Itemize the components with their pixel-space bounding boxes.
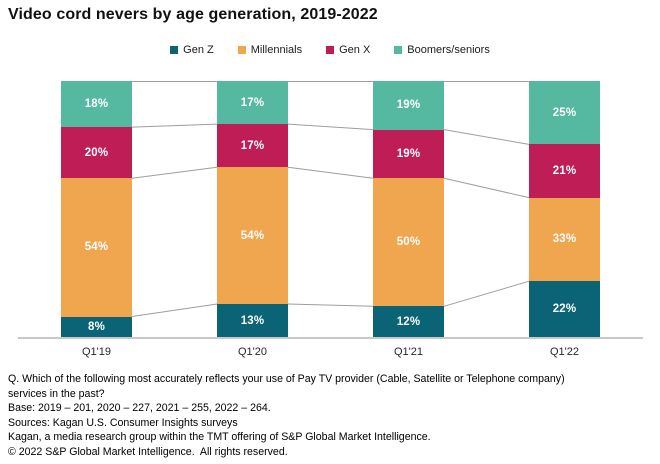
bar-segment-boomers-seniors-q1-19: 18% [61, 81, 132, 128]
gen-x-swatch-icon [326, 46, 335, 54]
legend-item-boomers-seniors: Boomers/seniors [394, 44, 490, 56]
bar-segment-millennials-q1-19: 54% [61, 178, 132, 317]
bar-segment-gen-x-q1-20: 17% [217, 124, 288, 168]
bar-segment-gen-z-q1-22: 22% [529, 281, 600, 337]
segment-value-label: 22% [552, 303, 577, 316]
survey-question-text-cont: services in the past? [8, 387, 105, 400]
bar-segment-gen-z-q1-21: 12% [373, 306, 444, 337]
gen-z-swatch-icon [170, 46, 179, 54]
chart-title: Video cord nevers by age generation, 201… [8, 6, 378, 23]
bar-segment-boomers-seniors-q1-22: 25% [529, 81, 600, 145]
x-axis-line [18, 337, 643, 339]
segment-value-label: 18% [84, 98, 109, 111]
segment-value-label: 19% [396, 148, 421, 161]
segment-value-label: 20% [84, 146, 109, 159]
x-axis-label: Q1'22 [549, 346, 579, 358]
bar-segment-gen-x-q1-21: 19% [373, 129, 444, 179]
bar-segment-millennials-q1-22: 33% [529, 197, 600, 282]
segment-value-label: 25% [552, 106, 577, 119]
legend-item-gen-z: Gen Z [170, 44, 214, 56]
x-axis-label: Q1'21 [393, 346, 423, 358]
legend-label: Gen X [339, 44, 371, 56]
segment-value-label: 54% [84, 241, 109, 254]
bar-segment-boomers-seniors-q1-21: 19% [373, 81, 444, 130]
legend-item-millennials: Millennials [237, 44, 303, 56]
segment-value-label: 17% [240, 96, 265, 109]
base-note: Base: 2019 – 201, 2020 – 227, 2021 – 255… [8, 402, 271, 415]
plot-area: 8% 54% 20% 18% 13% 54% 17% 17% 12% 50% 19% 19% 22% 33… [18, 81, 643, 337]
bar-segment-boomers-seniors-q1-20: 17% [217, 81, 288, 125]
legend-item-gen-x: Gen X [326, 44, 370, 56]
x-axis-label: Q1'20 [237, 346, 267, 358]
bar-segment-gen-x-q1-22: 21% [529, 144, 600, 198]
copyright-note: © 2022 S&P Global Market Intelligence. A… [8, 445, 288, 458]
bar-segment-millennials-q1-20: 54% [217, 167, 288, 304]
segment-value-label: 50% [396, 236, 421, 249]
segment-value-label: 19% [396, 99, 421, 112]
kagan-note: Kagan, a media research group within the… [8, 431, 431, 444]
segment-value-label: 13% [240, 314, 265, 327]
segment-value-label: 21% [552, 165, 577, 178]
segment-value-label: 8% [87, 320, 106, 333]
segment-value-label: 54% [240, 229, 265, 242]
legend-label: Gen Z [183, 44, 214, 56]
legend-label: Millennials [250, 44, 303, 56]
survey-question-text: Q. Which of the following most accuratel… [8, 373, 565, 385]
bar-segment-gen-z-q1-19: 8% [61, 316, 132, 337]
stacked-bar-chart: 8% 54% 20% 18% 13% 54% 17% 17% 12% 50% 19% 19% 22% 33… [18, 81, 643, 365]
x-axis-label: Q1'19 [81, 346, 111, 358]
segment-value-label: 33% [552, 233, 577, 246]
legend: Gen Z Millennials Gen X Boomers/seniors [0, 44, 660, 56]
boomers-seniors-swatch-icon [394, 46, 403, 54]
legend-label: Boomers/seniors [407, 44, 490, 56]
x-axis-labels: Q1'19 Q1'20 Q1'21 Q1'22 [18, 339, 643, 365]
footer-notes: Q. Which of the following most accuratel… [8, 372, 656, 460]
bar-segment-gen-z-q1-20: 13% [217, 304, 288, 337]
connector-lines [131, 81, 530, 317]
bar-segment-gen-x-q1-19: 20% [61, 127, 132, 179]
segment-value-label: 17% [240, 139, 265, 152]
millennials-swatch-icon [237, 46, 246, 54]
segment-value-label: 12% [396, 315, 421, 328]
sources-note: Sources: Kagan U.S. Consumer Insights su… [8, 416, 238, 429]
bar-segment-millennials-q1-21: 50% [373, 178, 444, 307]
